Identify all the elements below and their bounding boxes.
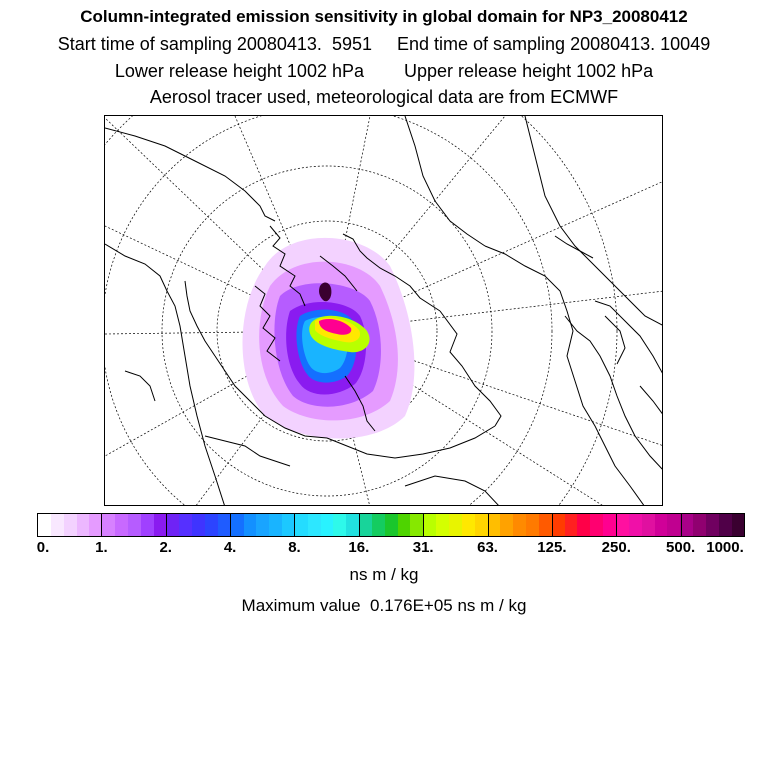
plume-contour — [319, 282, 332, 302]
colorbar-tick-label: 2. — [159, 539, 172, 556]
colorbar-segment — [307, 514, 321, 536]
colorbar-segment — [603, 514, 616, 536]
colorbar-tick-label: 16. — [348, 539, 370, 556]
colorbar-tick — [165, 513, 167, 537]
colorbar-segment — [346, 514, 360, 536]
colorbar-segment — [667, 514, 681, 536]
colorbar — [37, 513, 745, 537]
plume-contour — [319, 318, 352, 335]
map-title: Column-integrated emission sensitivity i… — [80, 7, 688, 26]
colorbar-segment — [628, 514, 642, 536]
colorbar-segment — [615, 514, 629, 536]
colorbar-segment — [384, 514, 398, 536]
colorbar-segment — [731, 514, 745, 536]
colorbar-segment — [564, 514, 578, 536]
colorbar-tick — [101, 513, 103, 537]
colorbar-segment — [115, 514, 128, 536]
colorbar-segment — [500, 514, 514, 536]
colorbar-segment — [38, 514, 51, 536]
colorbar-segment — [192, 514, 205, 536]
colorbar-segment — [680, 514, 694, 536]
colorbar-tick-label: 500. — [666, 539, 696, 556]
release-height-line: Lower release height 1002 hPa Upper rele… — [114, 61, 654, 81]
colorbar-tick-label: 250. — [601, 539, 631, 556]
emission-sensitivity-map — [104, 115, 663, 506]
colorbar-segment — [590, 514, 604, 536]
colorbar-tick-label: 8. — [288, 539, 301, 556]
colorbar-segment — [654, 514, 668, 536]
colorbar-segment — [333, 514, 347, 536]
colorbar-segment — [63, 514, 77, 536]
colorbar-tick-label: 31. — [412, 539, 434, 556]
colorbar-segment — [693, 514, 706, 536]
colorbar-tick — [423, 513, 425, 537]
colorbar-segment — [705, 514, 719, 536]
colorbar-segment — [320, 514, 334, 536]
colorbar-segment — [153, 514, 167, 536]
plume — [242, 237, 415, 439]
colorbar-segment — [127, 514, 141, 536]
colorbar-segment — [436, 514, 449, 536]
colorbar-tick-label: 0. — [36, 539, 50, 556]
colorbar-segment — [718, 514, 732, 536]
sampling-time-line: Start time of sampling 20080413. 5951 En… — [57, 34, 711, 54]
colorbar-segment — [551, 514, 565, 536]
colorbar-segment — [410, 514, 424, 536]
colorbar-segment — [526, 514, 539, 536]
colorbar-segment — [89, 514, 103, 536]
colorbar-tick-label: 63. — [477, 539, 498, 556]
map-canvas — [105, 116, 662, 505]
tracer-info-line: Aerosol tracer used, meteorological data… — [149, 87, 619, 107]
colorbar-segment — [50, 514, 64, 536]
colorbar-segment — [204, 514, 218, 536]
colorbar-segment — [513, 514, 527, 536]
colorbar-tick — [358, 513, 360, 537]
colorbar-segment — [397, 514, 411, 536]
colorbar-segment — [217, 514, 231, 536]
colorbar-segment — [256, 514, 270, 536]
colorbar-tick — [551, 513, 553, 537]
colorbar-segment — [487, 514, 501, 536]
colorbar-segment — [577, 514, 591, 536]
colorbar-segment — [243, 514, 257, 536]
coastlines — [105, 116, 662, 505]
colorbar-tick — [294, 513, 296, 537]
colorbar-segment — [166, 514, 180, 536]
colorbar-segment — [474, 514, 488, 536]
colorbar-tick-label: 1000. — [706, 539, 744, 556]
colorbar-segment — [230, 514, 244, 536]
colorbar-tick — [487, 513, 489, 537]
colorbar-segment — [76, 514, 90, 536]
colorbar-segment — [538, 514, 552, 536]
maximum-value-text: Maximum value 0.176E+05 ns m / kg — [241, 596, 527, 615]
colorbar-tick — [616, 513, 618, 537]
colorbar-segment — [423, 514, 437, 536]
colorbar-segment — [294, 514, 308, 536]
colorbar-units: ns m / kg — [349, 565, 419, 584]
colorbar-segment — [359, 514, 372, 536]
colorbar-tick — [230, 513, 232, 537]
colorbar-tick-label: 125. — [537, 539, 567, 556]
colorbar-tick — [680, 513, 682, 537]
colorbar-segment — [102, 514, 116, 536]
colorbar-segment — [449, 514, 462, 536]
colorbar-segment — [641, 514, 655, 536]
colorbar-tick-label: 4. — [223, 539, 237, 556]
colorbar-segment — [282, 514, 295, 536]
colorbar-segment — [371, 514, 385, 536]
colorbar-segment — [461, 514, 475, 536]
colorbar-segment — [140, 514, 154, 536]
colorbar-segment — [269, 514, 283, 536]
colorbar-tick-label: 1. — [95, 539, 108, 556]
colorbar-segment — [179, 514, 193, 536]
